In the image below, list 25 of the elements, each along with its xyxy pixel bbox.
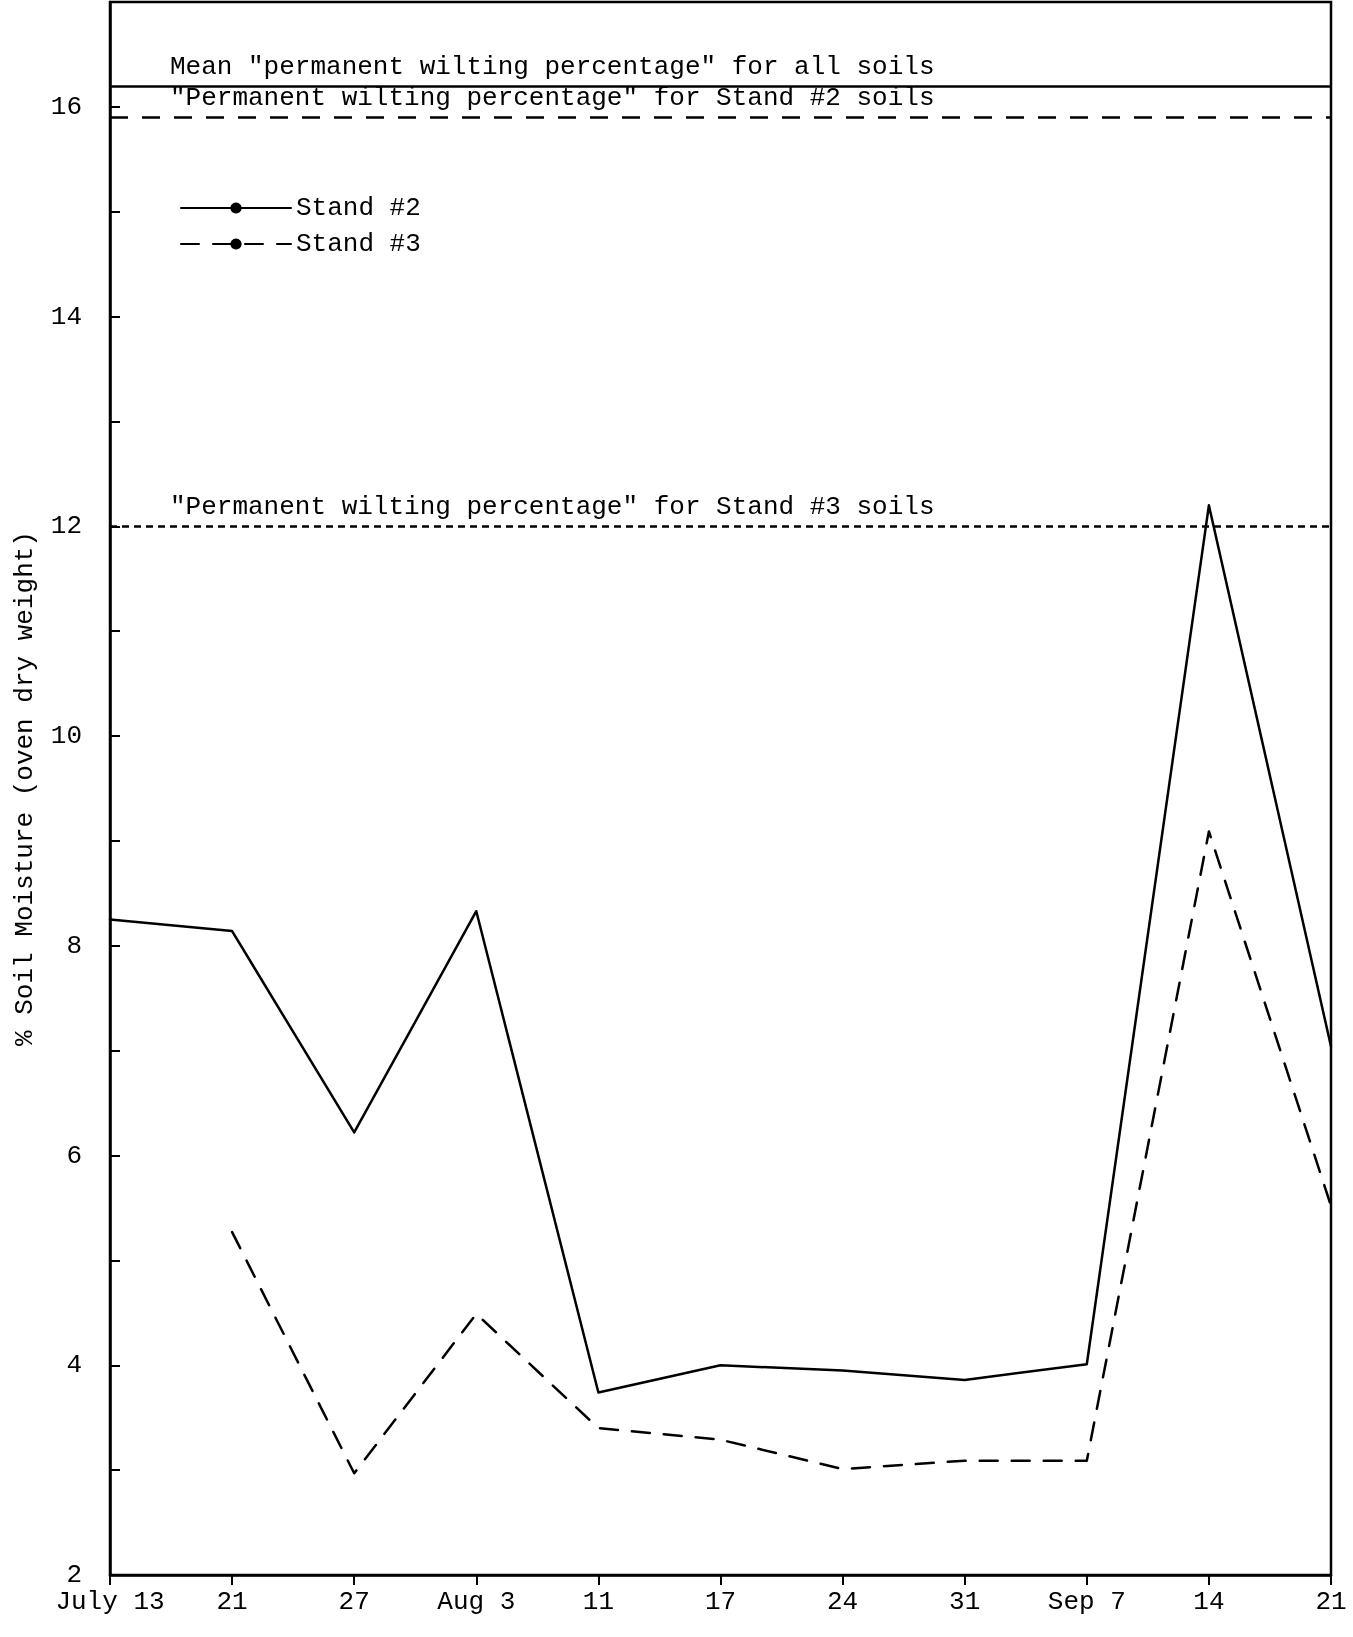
ref-line-label: Mean "permanent wilting percentage" for all soils bbox=[170, 51, 935, 82]
x-tick-label: 21 bbox=[1315, 1587, 1347, 1617]
x-tick-label: Sep 7 bbox=[1047, 1587, 1126, 1617]
x-tick-label: 11 bbox=[582, 1587, 615, 1617]
y-tick-label: 8 bbox=[66, 930, 82, 961]
legend-label: Stand #2 bbox=[296, 193, 421, 223]
x-tick-label: 24 bbox=[826, 1587, 859, 1617]
x-tick-label: 31 bbox=[949, 1587, 981, 1617]
ref-line-label: "Permanent wilting percentage" for Stand #2 soils bbox=[170, 83, 935, 114]
y-axis-title: % Soil Moisture (oven dry weight) bbox=[10, 531, 40, 1046]
y-tick-label: 6 bbox=[66, 1140, 82, 1171]
x-tick-label: 17 bbox=[704, 1587, 737, 1617]
x-tick-label: 14 bbox=[1193, 1587, 1225, 1617]
y-tick-label: 16 bbox=[50, 91, 82, 122]
x-tick-label: 27 bbox=[338, 1587, 370, 1617]
x-tick-label: 21 bbox=[216, 1587, 248, 1617]
ref-line-label: "Permanent wilting percentage" for Stand #3 soils bbox=[170, 492, 935, 523]
y-tick-label: 12 bbox=[50, 511, 82, 542]
x-tick-label: July 13 bbox=[55, 1587, 165, 1617]
y-tick-label: 4 bbox=[66, 1350, 82, 1381]
y-tick-label: 10 bbox=[50, 721, 82, 752]
x-tick-label: Aug 3 bbox=[437, 1587, 516, 1617]
y-tick-label: 2 bbox=[66, 1560, 82, 1590]
legend-label: Stand #3 bbox=[296, 229, 421, 259]
y-tick-label: 14 bbox=[50, 301, 82, 332]
